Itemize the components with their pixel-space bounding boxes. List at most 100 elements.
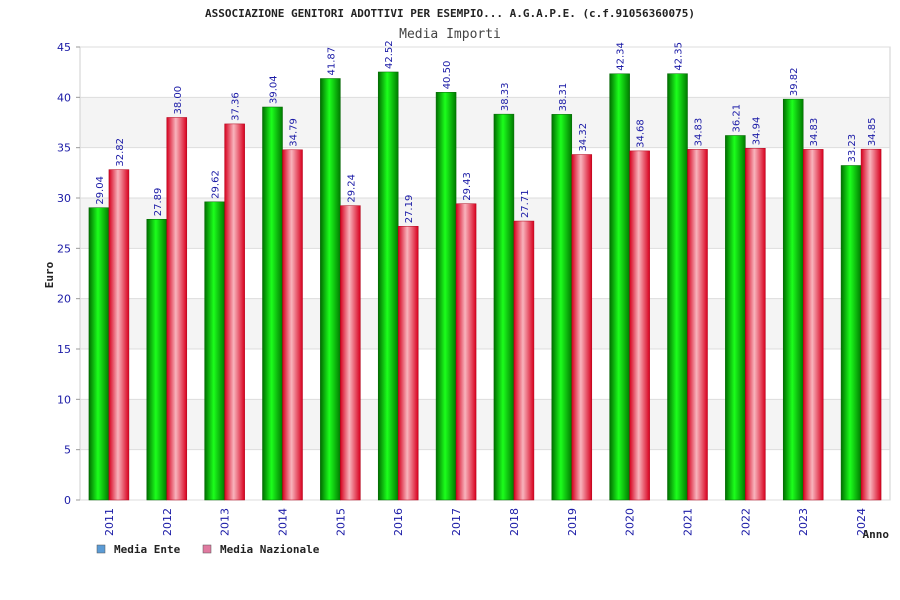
value-label: 36.21 (731, 104, 742, 133)
bar-media-ente-2024 (840, 165, 862, 501)
y-tick-label: 40 (57, 91, 71, 104)
bar-media-nazionale-2021 (687, 149, 708, 501)
x-tick-label: 2024 (855, 508, 868, 536)
bar-media-nazionale-2016 (397, 226, 419, 501)
plot-band (80, 248, 890, 299)
value-label: 34.94 (751, 117, 762, 146)
y-tick-label: 10 (57, 393, 71, 406)
y-tick-label: 15 (57, 343, 71, 356)
x-axis-label: Anno (863, 528, 890, 541)
legend-item-label: Media Ente (114, 543, 181, 556)
bar-media-nazionale-2014 (282, 149, 303, 501)
chart-subtitle: Media Importi (399, 27, 501, 42)
x-tick-label: 2021 (682, 508, 695, 536)
x-tick-label: 2014 (277, 508, 290, 536)
bar-media-ente-2012 (146, 218, 168, 501)
plot-band (80, 449, 890, 500)
bar-media-ente-2017 (435, 92, 457, 501)
x-tick-label: 2018 (508, 508, 521, 536)
y-tick-label: 30 (57, 192, 71, 205)
value-label: 34.32 (578, 123, 589, 152)
legend: Media Ente Media Nazionale (96, 543, 320, 556)
value-label: 38.31 (558, 83, 569, 112)
value-label: 32.82 (115, 138, 126, 167)
bar-media-ente-2016 (377, 71, 399, 501)
plot-background (79, 46, 891, 501)
x-tick-label: 2019 (566, 508, 579, 536)
plot-band (80, 47, 890, 98)
value-label: 33.23 (847, 134, 858, 163)
x-tick-label: 2015 (334, 508, 347, 536)
bar-media-ente-2015 (320, 78, 341, 501)
x-tick-label: 2012 (161, 508, 174, 536)
y-tick-label: 35 (57, 142, 71, 155)
plot-band (80, 198, 890, 249)
y-axis-ticks: 0 5 10 15 20 25 30 35 40 45 (57, 41, 80, 507)
value-label: 42.35 (674, 42, 685, 71)
x-axis-ticks: 2011 2012 2013 2014 2015 2016 2017 2018 2019 2020… (103, 508, 868, 536)
value-label: 29.62 (211, 170, 222, 199)
bar-media-ente-2011 (88, 207, 110, 501)
x-tick-label: 2023 (797, 508, 810, 536)
value-label: 37.36 (231, 92, 242, 121)
plot-band (80, 399, 890, 450)
bar-media-nazionale-2012 (166, 117, 188, 501)
plot-band (80, 97, 890, 148)
value-label: 39.82 (789, 68, 800, 97)
bar-media-nazionale-2023 (802, 149, 824, 501)
bar-media-nazionale-2019 (571, 154, 593, 501)
legend-swatch (96, 544, 106, 554)
x-tick-label: 2013 (219, 508, 232, 536)
value-label: 34.83 (694, 118, 705, 147)
value-label: 38.33 (500, 83, 511, 112)
value-label: 38.00 (173, 86, 184, 115)
bar-media-nazionale-2018 (513, 220, 535, 501)
bar-media-ente-2018 (493, 113, 515, 501)
bar-media-nazionale-2022 (745, 148, 766, 501)
value-label: 34.83 (809, 118, 820, 147)
value-label: 41.87 (326, 47, 337, 76)
bar-media-ente-2019 (551, 114, 573, 501)
value-label: 29.04 (95, 176, 106, 205)
value-label: 29.43 (462, 172, 473, 201)
bar-media-nazionale-2013 (224, 123, 245, 501)
y-tick-label: 25 (57, 242, 71, 255)
value-label: 39.04 (269, 75, 280, 104)
value-label: 34.79 (289, 118, 300, 147)
bar-media-ente-2023 (782, 98, 804, 501)
y-tick-label: 20 (57, 293, 71, 306)
value-label: 27.89 (153, 188, 164, 217)
value-label: 42.34 (616, 42, 627, 71)
bar-media-nazionale-2011 (108, 169, 130, 501)
bar-media-nazionale-2017 (455, 203, 477, 501)
value-label: 27.71 (520, 189, 531, 218)
bar-media-ente-2014 (262, 106, 283, 501)
x-tick-label: 2011 (103, 508, 116, 536)
x-tick-label: 2017 (450, 508, 463, 536)
legend-item-label: Media Nazionale (220, 543, 320, 556)
plot-band (80, 147, 890, 198)
bar-media-nazionale-2024 (860, 148, 882, 501)
bar-media-ente-2020 (609, 73, 630, 501)
value-label: 29.24 (346, 174, 357, 203)
bar-media-nazionale-2020 (629, 150, 650, 501)
y-tick-label: 5 (64, 444, 71, 457)
y-tick-label: 45 (57, 41, 71, 54)
value-label: 34.85 (867, 118, 878, 147)
value-label: 40.50 (442, 61, 453, 90)
value-label: 34.68 (636, 119, 647, 148)
bar-media-ente-2022 (725, 135, 746, 501)
value-label: 42.52 (384, 40, 395, 69)
y-axis-label: Euro (43, 261, 56, 288)
plot-band (80, 298, 890, 349)
y-tick-label: 0 (64, 494, 71, 507)
bar-media-nazionale-2015 (340, 205, 361, 501)
bar-media-ente-2013 (204, 201, 225, 501)
legend-swatch (202, 544, 212, 554)
x-tick-label: 2022 (739, 508, 752, 536)
bars (88, 71, 882, 501)
value-label: 27.19 (404, 195, 415, 224)
plot-band (80, 349, 890, 400)
x-tick-label: 2016 (392, 508, 405, 536)
